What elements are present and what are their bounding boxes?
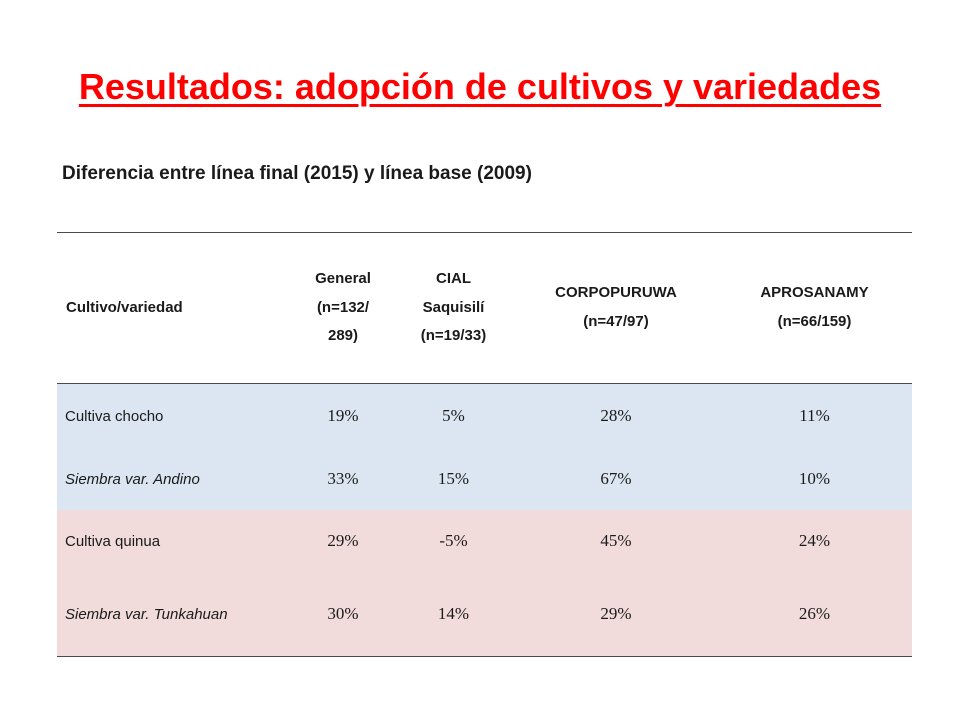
cell-aprosanamy: 11% bbox=[717, 383, 912, 448]
header-general-line3: 289) bbox=[327, 327, 359, 345]
cell-general: 33% bbox=[294, 448, 392, 510]
cell-aprosanamy: 10% bbox=[717, 448, 912, 510]
table-header-row: Cultivo/variedad General (n=132/ 289) CI… bbox=[57, 232, 912, 384]
results-table: Cultivo/variedad General (n=132/ 289) CI… bbox=[57, 232, 912, 657]
header-corpopuruwa-line1: CORPOPURUWA bbox=[555, 284, 677, 302]
cell-general: 29% bbox=[294, 510, 392, 572]
cell-aprosanamy: 24% bbox=[717, 510, 912, 572]
row-label: Cultiva chocho bbox=[57, 383, 294, 448]
table-row: Siembra var. Tunkahuan 30% 14% 29% 26% bbox=[57, 572, 912, 657]
table-subtitle: Diferencia entre línea final (2015) y lí… bbox=[62, 163, 532, 184]
cell-corpopuruwa: 67% bbox=[515, 448, 717, 510]
page-title: Resultados: adopción de cultivos y varie… bbox=[78, 66, 882, 107]
cell-cial: -5% bbox=[392, 510, 515, 572]
header-general: General (n=132/ 289) bbox=[294, 232, 392, 384]
header-general-line1: General bbox=[315, 269, 371, 287]
header-general-line2: (n=132/ bbox=[316, 298, 370, 316]
cell-aprosanamy: 26% bbox=[717, 572, 912, 657]
cell-corpopuruwa: 29% bbox=[515, 572, 717, 657]
row-label: Siembra var. Tunkahuan bbox=[57, 572, 294, 657]
cell-general: 30% bbox=[294, 572, 392, 657]
table-row: Cultiva chocho 19% 5% 28% 11% bbox=[57, 383, 912, 448]
table-row: Siembra var. Andino 33% 15% 67% 10% bbox=[57, 448, 912, 510]
header-corpopuruwa: CORPOPURUWA (n=47/97) bbox=[515, 232, 717, 384]
header-cial-line3: (n=19/33) bbox=[420, 327, 487, 345]
header-cial-line2: Saquisilí bbox=[422, 298, 485, 316]
header-aprosanamy-line2: (n=66/159) bbox=[777, 313, 852, 330]
header-cial: CIAL Saquisilí (n=19/33) bbox=[392, 232, 515, 384]
header-aprosanamy: APROSANAMY (n=66/159) bbox=[717, 232, 912, 384]
cell-cial: 15% bbox=[392, 448, 515, 510]
cell-cial: 14% bbox=[392, 572, 515, 657]
row-label: Siembra var. Andino bbox=[57, 448, 294, 510]
cell-cial: 5% bbox=[392, 383, 515, 448]
header-corpopuruwa-line2: (n=47/97) bbox=[583, 313, 649, 330]
cell-general: 19% bbox=[294, 383, 392, 448]
row-label: Cultiva quinua bbox=[57, 510, 294, 572]
cell-corpopuruwa: 45% bbox=[515, 510, 717, 572]
header-cultivo: Cultivo/variedad bbox=[57, 232, 294, 384]
cell-corpopuruwa: 28% bbox=[515, 383, 717, 448]
table-row: Cultiva quinua 29% -5% 45% 24% bbox=[57, 510, 912, 572]
header-cial-line1: CIAL bbox=[436, 269, 471, 287]
header-cultivo-label: Cultivo/variedad bbox=[66, 298, 183, 316]
header-aprosanamy-line1: APROSANAMY bbox=[760, 284, 869, 302]
